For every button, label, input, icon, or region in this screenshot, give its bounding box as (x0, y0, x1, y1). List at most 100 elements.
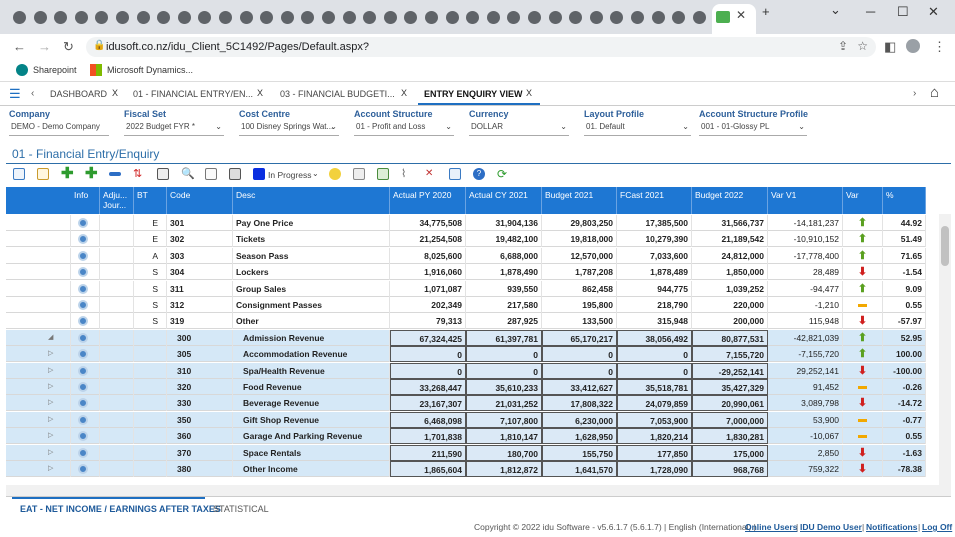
chevron-down-icon[interactable]: ⌄ (312, 169, 319, 178)
back-icon[interactable]: ← (13, 39, 26, 54)
online-users-link[interactable]: Online Users (745, 522, 798, 532)
value-cell[interactable]: 287,925 (466, 313, 542, 330)
browser-tab[interactable] (298, 6, 317, 28)
info-icon[interactable] (78, 267, 88, 278)
browser-tab[interactable] (443, 6, 462, 28)
value-cell[interactable]: 200,000 (692, 313, 768, 330)
expand-toggle-icon[interactable]: ▷ (48, 448, 54, 456)
tab-financial-budgeting[interactable]: 03 - FINANCIAL BUDGETI... (280, 89, 395, 99)
expand-toggle-icon[interactable]: ▷ (48, 415, 54, 423)
value-cell[interactable]: 1,641,570 (542, 461, 617, 477)
filter-select[interactable]: 100 Disney Springs Wat... ⌄ (239, 122, 339, 136)
vertical-scrollbar[interactable] (939, 214, 951, 485)
value-cell[interactable]: 24,812,000 (692, 247, 768, 264)
value-cell[interactable]: 1,728,090 (617, 461, 692, 477)
column-header[interactable]: Budget 2021 (542, 187, 617, 214)
value-cell[interactable]: 17,385,500 (617, 215, 692, 231)
value-cell[interactable]: 211,590 (390, 444, 466, 461)
browser-tab[interactable] (360, 6, 379, 28)
tab-eat-net-income[interactable]: EAT - NET INCOME / EARNINGS AFTER TAXES (20, 504, 221, 514)
value-cell[interactable]: 33,412,627 (542, 379, 617, 395)
expand-toggle-icon[interactable]: ▷ (48, 366, 54, 374)
value-cell[interactable]: 155,750 (542, 444, 617, 461)
lock-icon[interactable] (229, 168, 241, 180)
filter-select[interactable]: 01. Default ⌄ (584, 122, 691, 136)
value-cell[interactable]: 1,628,950 (542, 428, 617, 445)
browser-tab[interactable] (587, 6, 606, 28)
expand-toggle-icon[interactable]: ▷ (48, 350, 54, 358)
value-cell[interactable]: 220,000 (692, 297, 768, 313)
value-cell[interactable]: 1,812,872 (466, 461, 542, 477)
info-icon[interactable] (78, 464, 88, 474)
value-cell[interactable]: 1,916,060 (390, 264, 466, 281)
value-cell[interactable]: 61,397,781 (466, 329, 542, 346)
table-row[interactable]: ▷ 360 Garage And Parking Revenue 1,701,838 1… (6, 428, 926, 445)
chevron-left-icon[interactable]: ‹ (31, 88, 35, 99)
value-cell[interactable]: 1,787,208 (542, 264, 617, 281)
value-cell[interactable]: 0 (466, 362, 542, 379)
expand-toggle-icon[interactable]: ▷ (48, 432, 54, 440)
value-cell[interactable]: 0 (617, 362, 692, 379)
value-cell[interactable]: 7,000,000 (692, 411, 768, 428)
value-cell[interactable]: 0 (390, 362, 466, 379)
tab-entry-enquiry[interactable]: ENTRY ENQUIRY VIEW (424, 89, 523, 99)
column-header[interactable]: Budget 2022 (692, 187, 768, 214)
column-header[interactable]: Var V1 (768, 187, 843, 214)
browser-tab[interactable] (690, 6, 709, 28)
horizontal-scrollbar[interactable] (6, 485, 951, 496)
value-cell[interactable]: 8,025,600 (390, 247, 466, 264)
table-row[interactable]: ▷ 380 Other Income 1,865,604 1,812,872 1,641,… (6, 461, 926, 477)
calculator-icon[interactable] (157, 168, 169, 180)
value-cell[interactable]: 0 (542, 362, 617, 379)
browser-tab[interactable] (463, 6, 482, 28)
active-browser-tab[interactable]: ✕ (712, 4, 756, 34)
browser-tab[interactable] (278, 6, 297, 28)
bookmark-sharepoint[interactable]: Sharepoint (33, 65, 77, 75)
close-tab-entry-enquiry[interactable]: X (526, 88, 533, 98)
help-icon[interactable]: ? (473, 168, 485, 180)
add-row-icon[interactable]: ✚ (85, 165, 98, 182)
value-cell[interactable]: 10,279,390 (617, 231, 692, 248)
table-row[interactable]: ▷ 330 Beverage Revenue 23,167,307 21,031,252… (6, 395, 926, 412)
value-cell[interactable]: 939,550 (466, 280, 542, 297)
table-row[interactable]: E 301 Pay One Price 34,775,508 31,904,136 29,… (6, 215, 926, 231)
value-cell[interactable]: 34,775,508 (390, 215, 466, 231)
export-excel-icon[interactable] (377, 168, 389, 180)
value-cell[interactable]: 6,468,098 (390, 411, 466, 428)
column-header[interactable]: BT (134, 187, 167, 214)
share-icon[interactable]: ⇪ (837, 39, 848, 53)
value-cell[interactable]: 29,803,250 (542, 215, 617, 231)
chart-icon[interactable]: ✕ (425, 168, 434, 179)
filter-select[interactable]: 2022 Budget FYR * ⌄ (124, 122, 224, 136)
table-row[interactable]: ▷ 305 Accommodation Revenue 0 0 0 0 7,155,720 -7… (6, 346, 926, 363)
value-cell[interactable]: 7,107,800 (466, 411, 542, 428)
info-icon[interactable] (78, 332, 88, 343)
info-icon[interactable] (78, 349, 88, 360)
info-icon[interactable] (78, 234, 88, 245)
expand-toggle-icon[interactable]: ▷ (48, 465, 54, 472)
browser-tab[interactable] (484, 6, 503, 28)
column-header[interactable]: FCast 2021 (617, 187, 692, 214)
value-cell[interactable]: 202,349 (390, 297, 466, 313)
attachment-icon[interactable]: ⌇ (401, 168, 407, 180)
new-tab-button[interactable]: + (762, 4, 770, 19)
value-cell[interactable]: 19,818,000 (542, 231, 617, 248)
table-row[interactable]: ▷ 350 Gift Shop Revenue 6,468,098 7,107,800 6… (6, 411, 926, 428)
browser-tab[interactable] (319, 6, 338, 28)
close-tab-dashboard[interactable]: X (112, 88, 119, 98)
info-icon[interactable] (78, 414, 88, 425)
column-header[interactable]: Code (167, 187, 233, 214)
remove-icon[interactable] (109, 172, 121, 176)
value-cell[interactable]: 67,324,425 (390, 329, 466, 346)
minimize-button[interactable]: ─ (866, 4, 876, 19)
value-cell[interactable]: 1,701,838 (390, 428, 466, 445)
value-cell[interactable]: 1,878,489 (617, 264, 692, 281)
chevron-down-icon[interactable]: ⌄ (830, 2, 841, 17)
column-header[interactable]: Actual CY 2021 (466, 187, 542, 214)
browser-tab[interactable] (525, 6, 544, 28)
browser-tab[interactable] (422, 6, 441, 28)
info-icon[interactable] (329, 168, 341, 180)
value-cell[interactable]: 195,800 (542, 297, 617, 313)
table-row[interactable]: ▷ 310 Spa/Health Revenue 0 0 0 0 -29,252,141 29,… (6, 362, 926, 379)
value-cell[interactable]: 1,878,490 (466, 264, 542, 281)
